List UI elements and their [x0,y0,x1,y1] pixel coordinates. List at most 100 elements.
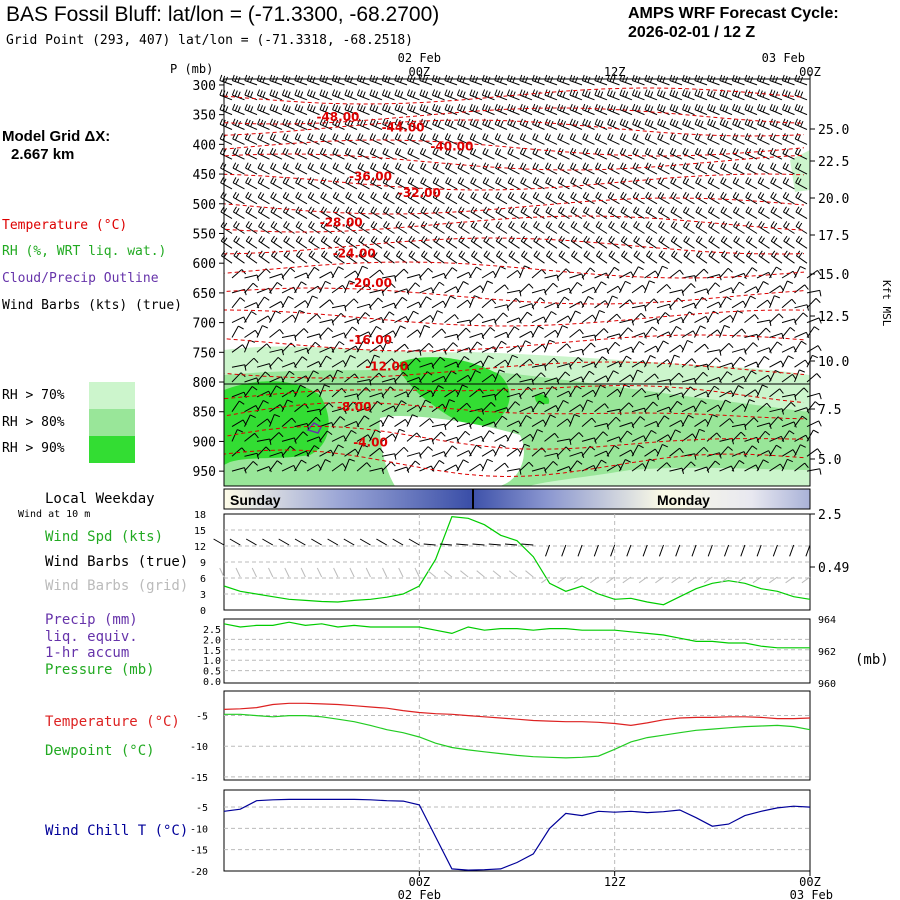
wind-barb [657,177,670,190]
wind-barb [745,177,758,190]
wind-barb [344,326,358,338]
wind-barb [294,450,310,457]
surface-wind-barb [262,538,274,546]
bottom-date-right: 03 Feb [790,888,833,900]
grid-wind-barb [235,567,241,578]
grid-wind-barb [769,576,778,584]
wind-barb [682,118,695,130]
wind-barb [519,443,530,457]
wind-barb [295,235,308,249]
wind-chill-tick-label: -10 [190,824,208,835]
wind-barb [319,355,332,368]
wind-barb [794,462,809,472]
wind-barb [444,147,458,160]
wind-barb [731,310,744,323]
wind-barb [319,459,331,472]
grid-wind-barb [284,567,290,578]
temperature-contour-label: -36.00 [349,169,392,183]
wind-barb [781,327,796,338]
wind-barb [531,325,544,338]
wind-barb [483,221,495,234]
wind-barb [445,162,458,175]
wind-barb [269,310,281,323]
wind-barb [556,325,568,338]
wind-tick-label: 3 [200,590,206,601]
wind-barb [595,235,608,249]
surface-wind-barb [691,544,697,557]
wind-barb [431,281,445,294]
wind-barb [720,177,733,190]
wind-barb [231,429,243,442]
wind-barb [394,89,408,101]
wind-barb [269,376,285,383]
wind-barb [520,206,533,220]
temperature-contour [223,261,805,279]
wind-barb [457,118,470,130]
wind-barb [706,89,720,101]
wind-barb [794,312,808,323]
wind-barb [695,162,708,175]
surface-wind-barb [213,538,225,546]
wind-barb [481,346,497,353]
wind-barb [369,74,383,86]
grid-wind-barb [655,576,664,584]
wind-barb [708,235,720,249]
wind-barb [631,416,646,427]
wind-barb [645,250,658,264]
wind-barb [294,281,307,294]
wind-barb [532,103,545,116]
wind-barb [757,162,770,175]
wind-barb [344,74,358,86]
wind-barb [294,272,310,279]
legend-wind-speed: Wind Spd (kts) [45,529,164,545]
wind-barb [731,431,746,442]
wind-barb [281,399,293,412]
wind-barb [769,408,784,415]
wind-barb [582,103,595,116]
wind-barb [607,118,620,130]
wind-barb [594,133,608,145]
wind-barb [320,162,333,175]
grid-wind-barb [638,576,648,584]
wind-barb [719,103,733,116]
wind-barb [381,358,397,368]
wind-barb [532,133,545,145]
wind-barb [269,385,282,398]
pressure-tick-label: 960 [818,679,836,690]
page-title: BAS Fossil Bluff: lat/lon = (-71.3300, -… [6,3,440,26]
wind-barb [320,191,333,205]
wind-barb [344,355,356,368]
wind-barb [744,361,760,368]
wind-barb [531,372,546,383]
wind-barb [294,133,308,145]
wind-barb [469,444,482,457]
wind-barb [806,401,821,413]
wind-barb [732,118,745,130]
wind-barb [382,206,395,220]
wind-barb [532,118,545,130]
wind-barb [606,341,621,353]
legend-rh80-swatch [89,409,135,436]
wind-barb [283,221,295,234]
wind-barb [656,331,672,338]
wind-barb [494,312,508,323]
wind-barb [731,89,745,101]
wind-barb [356,265,368,279]
wind-barb [619,459,631,472]
surface-wind-barb [439,543,452,546]
wind-barb [633,250,645,264]
wind-barb [306,361,322,368]
wind-barb [406,357,421,368]
wind-barb [720,250,733,264]
wind-barb [681,358,697,368]
wind-barb [356,74,370,86]
wind-barb [331,74,345,86]
wind-barb [569,133,583,145]
wind-chill-panel-frame [223,789,811,872]
wind-barb [431,310,444,323]
wind-barb [244,274,259,281]
pressure-axis-title: P (mb) [170,62,213,76]
wind-barb [656,340,669,353]
wind-barb [381,405,397,413]
wind-barb [356,89,370,101]
